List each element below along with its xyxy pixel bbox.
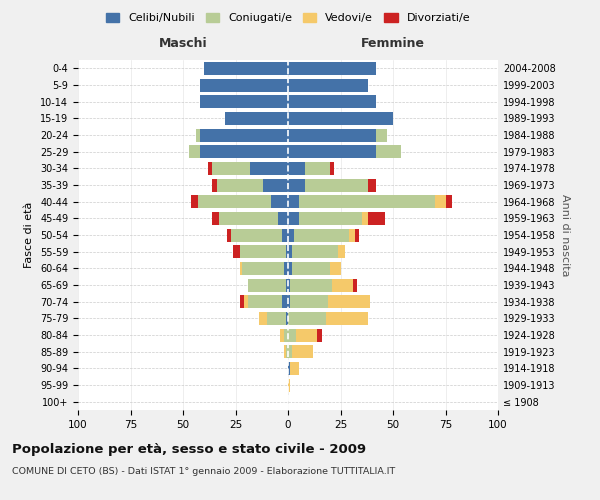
Bar	[292, 262, 330, 275]
Y-axis label: Anni di nascita: Anni di nascita	[560, 194, 569, 276]
Bar	[198, 195, 271, 208]
Bar	[288, 295, 290, 308]
Bar	[284, 262, 288, 275]
Y-axis label: Fasce di età: Fasce di età	[25, 202, 34, 268]
Bar	[240, 295, 244, 308]
Bar	[190, 145, 200, 158]
Bar	[248, 295, 282, 308]
Bar	[200, 145, 288, 158]
Bar	[445, 195, 452, 208]
Bar	[376, 145, 401, 158]
Bar	[317, 328, 322, 342]
Bar	[200, 128, 288, 141]
Bar	[196, 128, 200, 141]
Bar	[284, 345, 286, 358]
Bar	[328, 295, 370, 308]
Legend: Celibi/Nubili, Coniugati/e, Vedovi/e, Divorziati/e: Celibi/Nubili, Coniugati/e, Vedovi/e, Di…	[101, 8, 475, 28]
Bar	[288, 378, 290, 392]
Bar	[286, 345, 288, 358]
Bar	[267, 312, 286, 325]
Bar	[326, 312, 368, 325]
Bar	[288, 328, 296, 342]
Bar	[212, 178, 217, 192]
Bar	[212, 162, 250, 175]
Bar	[212, 212, 218, 225]
Bar	[288, 212, 299, 225]
Bar	[240, 262, 242, 275]
Bar	[353, 278, 358, 291]
Bar	[286, 278, 288, 291]
Bar	[200, 95, 288, 108]
Bar	[282, 295, 288, 308]
Bar	[330, 162, 334, 175]
Bar	[208, 162, 212, 175]
Bar	[288, 228, 295, 241]
Bar	[305, 162, 330, 175]
Bar	[288, 195, 299, 208]
Bar	[204, 62, 288, 75]
Bar	[288, 262, 292, 275]
Bar	[288, 362, 290, 375]
Bar	[349, 228, 355, 241]
Bar	[218, 212, 277, 225]
Bar	[368, 212, 385, 225]
Bar	[288, 128, 376, 141]
Bar	[338, 245, 345, 258]
Bar	[299, 195, 435, 208]
Bar	[280, 328, 284, 342]
Bar	[282, 228, 288, 241]
Bar	[288, 312, 326, 325]
Bar	[288, 145, 376, 158]
Bar	[225, 112, 288, 125]
Text: Popolazione per età, sesso e stato civile - 2009: Popolazione per età, sesso e stato civil…	[12, 442, 366, 456]
Bar	[290, 295, 328, 308]
Bar	[288, 62, 376, 75]
Bar	[288, 178, 305, 192]
Bar	[239, 245, 286, 258]
Bar	[286, 312, 288, 325]
Bar	[200, 78, 288, 92]
Text: Maschi: Maschi	[158, 37, 208, 50]
Bar	[292, 345, 313, 358]
Bar	[263, 178, 288, 192]
Bar	[217, 178, 263, 192]
Bar	[288, 245, 292, 258]
Bar	[288, 162, 305, 175]
Bar	[290, 278, 332, 291]
Bar	[244, 295, 248, 308]
Bar	[259, 312, 267, 325]
Bar	[355, 228, 359, 241]
Bar	[271, 195, 288, 208]
Bar	[290, 362, 299, 375]
Text: Femmine: Femmine	[361, 37, 425, 50]
Bar	[242, 262, 284, 275]
Bar	[288, 112, 393, 125]
Bar	[330, 262, 341, 275]
Bar	[296, 328, 317, 342]
Bar	[435, 195, 445, 208]
Bar	[191, 195, 198, 208]
Bar	[248, 278, 286, 291]
Bar	[277, 212, 288, 225]
Bar	[233, 245, 240, 258]
Bar	[288, 345, 292, 358]
Bar	[376, 128, 387, 141]
Bar	[227, 228, 232, 241]
Bar	[305, 178, 368, 192]
Bar	[288, 278, 290, 291]
Bar	[299, 212, 361, 225]
Bar	[361, 212, 368, 225]
Bar	[332, 278, 353, 291]
Bar	[286, 245, 288, 258]
Bar	[292, 245, 338, 258]
Bar	[288, 78, 368, 92]
Bar	[284, 328, 288, 342]
Bar	[232, 228, 282, 241]
Bar	[368, 178, 376, 192]
Bar	[295, 228, 349, 241]
Bar	[250, 162, 288, 175]
Bar	[288, 95, 376, 108]
Text: COMUNE DI CETO (BS) - Dati ISTAT 1° gennaio 2009 - Elaborazione TUTTITALIA.IT: COMUNE DI CETO (BS) - Dati ISTAT 1° genn…	[12, 468, 395, 476]
